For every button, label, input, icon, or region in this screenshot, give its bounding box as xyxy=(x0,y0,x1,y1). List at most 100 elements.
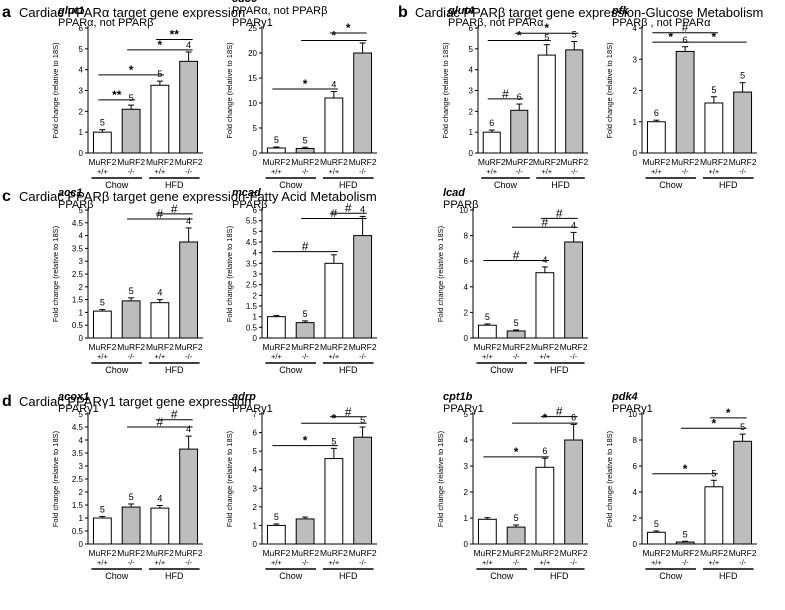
significance-marker: * xyxy=(683,462,688,476)
significance-marker: ** xyxy=(112,88,122,102)
gene-subtitle: PPARβ , not PPARα xyxy=(612,17,711,29)
n-label: 5 xyxy=(100,504,105,514)
y-tick-label: 2 xyxy=(464,488,469,497)
y-tick-label: 2 xyxy=(633,514,638,523)
y-tick-label: 3.5 xyxy=(72,449,84,458)
bar xyxy=(179,241,199,339)
n-label: 6 xyxy=(542,446,547,456)
n-label: 5 xyxy=(514,513,519,523)
section-letter-d: d xyxy=(2,393,12,410)
n-label: 5 xyxy=(303,135,308,145)
bar xyxy=(324,458,344,545)
x-group-label: MuRF2 xyxy=(533,157,561,167)
diet-label: HFD xyxy=(719,571,738,581)
y-tick-label: 1.5 xyxy=(72,501,84,510)
n-label: 5 xyxy=(360,415,365,425)
gene-subtitle: PPARβ, not PPARα xyxy=(448,17,544,29)
n-label: 5 xyxy=(129,492,134,502)
diet-label: Chow xyxy=(279,571,303,581)
x-group-label: MuRF2 xyxy=(473,548,501,558)
x-genotype-label: -/- xyxy=(739,167,747,176)
y-tick-label: 2.5 xyxy=(72,270,84,279)
x-genotype-label: -/- xyxy=(682,167,690,176)
y-tick-label: 4 xyxy=(79,232,84,241)
x-genotype-label: +/+ xyxy=(539,558,550,567)
diet-label: HFD xyxy=(339,571,358,581)
x-group-label: MuRF2 xyxy=(146,157,174,167)
y-tick-label: 5 xyxy=(79,206,84,215)
x-genotype-label: +/+ xyxy=(708,558,719,567)
bar xyxy=(353,52,373,154)
n-label: 5 xyxy=(654,519,659,529)
significance-marker: * xyxy=(517,29,522,43)
n-label: 5 xyxy=(544,33,549,43)
n-label: 5 xyxy=(129,286,134,296)
y-tick-label: 1 xyxy=(253,313,258,322)
y-tick-label: 2.5 xyxy=(72,475,84,484)
bar xyxy=(510,109,529,154)
diet-label: Chow xyxy=(659,180,683,190)
y-tick-label: 10 xyxy=(459,206,468,215)
n-label: 4 xyxy=(186,216,191,226)
x-group-label: MuRF2 xyxy=(642,548,670,558)
significance-marker: # xyxy=(302,240,309,254)
x-group-label: MuRF2 xyxy=(478,157,506,167)
n-label: 5 xyxy=(331,436,336,446)
x-group-label: MuRF2 xyxy=(117,157,145,167)
bar xyxy=(121,300,141,339)
bar xyxy=(121,506,141,545)
y-tick-label: 6 xyxy=(253,429,258,438)
diet-label: Chow xyxy=(279,365,303,375)
significance-marker: * xyxy=(332,411,337,425)
n-label: 6 xyxy=(489,118,494,128)
bar xyxy=(675,50,695,154)
y-tick-label: 1 xyxy=(79,308,84,317)
y-tick-label: 8 xyxy=(633,436,638,445)
significance-marker: * xyxy=(543,411,548,425)
section-header-b: b Cardiac PPARβ target gene expression-G… xyxy=(398,4,763,21)
bar xyxy=(646,121,666,154)
n-label: 4 xyxy=(186,40,191,50)
x-group-label: MuRF2 xyxy=(291,157,319,167)
n-label: 4 xyxy=(360,204,365,214)
x-group-label: MuRF2 xyxy=(560,157,588,167)
y-tick-label: 4 xyxy=(253,249,258,258)
x-genotype-label: +/+ xyxy=(651,558,662,567)
bar xyxy=(324,97,344,154)
x-genotype-label: +/+ xyxy=(328,352,339,361)
y-tick-label: 6 xyxy=(79,24,84,33)
x-group-label: MuRF2 xyxy=(320,342,348,352)
y-tick-label: 4 xyxy=(633,24,638,33)
significance-marker: * xyxy=(332,29,337,43)
gene-title: pdk4 xyxy=(611,391,638,403)
significance-marker: * xyxy=(129,63,134,77)
gene-title: glut1 xyxy=(57,5,84,17)
gene-subtitle: PPARβ xyxy=(58,199,93,211)
n-label: 4 xyxy=(571,220,576,230)
bar xyxy=(477,324,497,339)
n-label: 4 xyxy=(157,494,162,504)
y-tick-label: 0 xyxy=(79,540,84,549)
x-group-label: MuRF2 xyxy=(262,548,290,558)
y-tick-label: 0.5 xyxy=(72,321,84,330)
section-title-c: Cardiac PPARβ target gene expression-Fat… xyxy=(19,189,377,204)
diet-label: Chow xyxy=(494,180,518,190)
y-tick-label: 4.5 xyxy=(246,238,258,247)
n-label: 4 xyxy=(542,255,547,265)
significance-marker: # xyxy=(542,215,549,229)
gene-subtitle: PPARγ1 xyxy=(232,403,273,415)
bar xyxy=(353,235,373,339)
x-group-label: MuRF2 xyxy=(729,157,757,167)
x-genotype-label: -/- xyxy=(359,167,367,176)
bar xyxy=(266,316,286,339)
significance-marker: # xyxy=(682,21,689,35)
bar xyxy=(733,91,753,154)
gene-title: mcad xyxy=(232,187,261,199)
y-tick-label: 0 xyxy=(253,334,258,343)
y-tick-label: 0 xyxy=(79,334,84,343)
bar xyxy=(675,541,695,545)
x-group-label: MuRF2 xyxy=(320,548,348,558)
x-group-label: MuRF2 xyxy=(349,157,377,167)
y-axis-label: Fold change (relative to 18S) xyxy=(51,430,60,527)
